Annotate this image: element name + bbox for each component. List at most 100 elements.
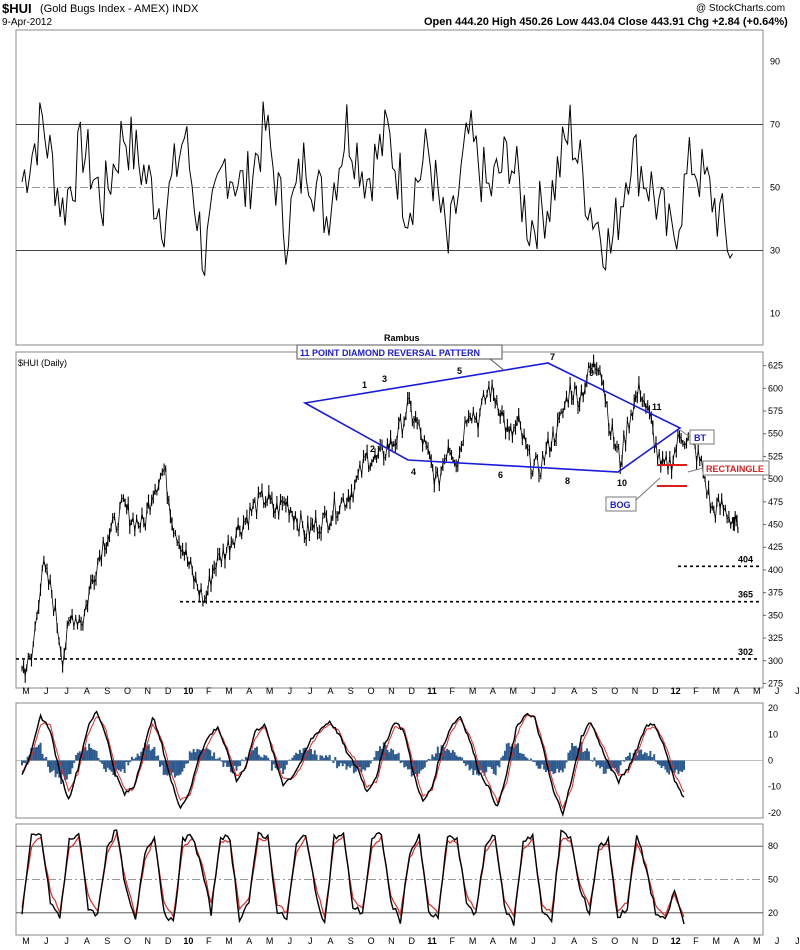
x-axis-label-bottom: M [753, 936, 761, 946]
sto-line [21, 829, 685, 926]
x-axis-label-bottom: A [571, 936, 577, 946]
macd-tick-label: 10 [768, 729, 778, 739]
pattern-point-5: 5 [457, 366, 462, 376]
rsi-line [21, 101, 733, 276]
x-axis-label-mid: N [632, 686, 639, 696]
x-axis-label-mid: S [104, 686, 110, 696]
pattern-point-3: 3 [382, 374, 387, 384]
exchange-label: INDX [172, 3, 199, 15]
x-axis-label-mid: N [388, 686, 395, 696]
x-axis-label-bottom: J [308, 936, 313, 946]
x-axis-label-mid: M [225, 686, 233, 696]
x-axis-label-bottom: F [450, 936, 456, 946]
price-tick-label: 325 [768, 633, 783, 643]
support-label-302: 302 [738, 647, 753, 657]
bt-label: BT [694, 433, 706, 443]
x-axis-label-mid: A [490, 686, 496, 696]
diamond-pattern [302, 362, 682, 473]
x-axis-label-bottom: 11 [427, 936, 437, 946]
stockcharts-brand: @ StockCharts.com [696, 3, 786, 14]
x-axis-label-mid: D [652, 686, 659, 696]
price-tick-label: 275 [768, 678, 783, 688]
x-axis-label-mid: M [753, 686, 761, 696]
price-tick-label: 375 [768, 588, 783, 598]
price-tick-label: 400 [768, 565, 783, 575]
sto-tick-label: 20 [768, 908, 778, 918]
x-axis-label-bottom: O [611, 936, 618, 946]
x-axis-label-bottom: M [469, 936, 477, 946]
x-axis-label-bottom: J [44, 936, 49, 946]
x-axis-label-mid: F [206, 686, 212, 696]
x-axis-label-mid: 12 [671, 686, 681, 696]
x-axis-label-mid: 10 [183, 686, 193, 696]
x-axis-label-bottom: J [552, 936, 557, 946]
x-axis-label-bottom: F [206, 936, 212, 946]
chart-date: 9-Apr-2012 [2, 17, 53, 28]
x-axis-label-bottom: 10 [183, 936, 193, 946]
price-tick-label: 450 [768, 520, 783, 530]
x-axis-label-bottom: F [693, 936, 699, 946]
x-axis-label-bottom: J [64, 936, 69, 946]
pattern-name-label: 11 POINT DIAMOND REVERSAL PATTERN [300, 348, 480, 358]
price-tick-label: 525 [768, 451, 783, 461]
pattern-point-7: 7 [550, 352, 555, 362]
rsi-tick-label: 70 [770, 120, 780, 130]
x-axis-label-bottom: J [531, 936, 536, 946]
x-axis-label-bottom: J [288, 936, 293, 946]
x-axis-label-bottom: A [246, 936, 252, 946]
x-axis-label-mid: F [693, 686, 699, 696]
macd-tick-label: -10 [768, 782, 781, 792]
rsi-tick-label: 50 [770, 183, 780, 193]
x-axis-label-mid: J [531, 686, 536, 696]
x-axis-label-mid: M [509, 686, 517, 696]
x-axis-label-mid: M [712, 686, 720, 696]
x-axis-label-mid: O [611, 686, 618, 696]
x-axis-label-bottom: D [165, 936, 172, 946]
price-tick-label: 600 [768, 383, 783, 393]
pattern-point-9: 9 [589, 368, 594, 378]
x-axis-label-bottom: N [388, 936, 395, 946]
pattern-point-4: 4 [411, 467, 416, 477]
x-axis-label-mid: J [775, 686, 780, 696]
pattern-point-1: 1 [362, 380, 367, 390]
x-axis-label-mid: J [552, 686, 557, 696]
sto-tick-label: 50 [768, 875, 778, 885]
x-axis-label-bottom: M [266, 936, 274, 946]
pattern-name-box [296, 344, 503, 360]
price-tick-label: 425 [768, 542, 783, 552]
x-axis-label-bottom: A [490, 936, 496, 946]
x-axis-label-bottom: D [408, 936, 415, 946]
price-tick-label: 575 [768, 406, 783, 416]
pattern-point-2: 2 [370, 444, 375, 454]
index-name: (Gold Bugs Index - AMEX) [40, 3, 169, 15]
price-tick-label: 500 [768, 474, 783, 484]
macd-tick-label: 0 [768, 756, 773, 766]
x-axis-label-mid: A [571, 686, 577, 696]
rsi-tick-label: 10 [770, 309, 780, 319]
x-axis-label-mid: N [145, 686, 152, 696]
x-axis-label-bottom: N [632, 936, 639, 946]
x-axis-label-mid: M [469, 686, 477, 696]
bog-label: BOG [610, 500, 631, 510]
rectangle-pointer [687, 467, 704, 473]
sto-tick-label: 80 [768, 841, 778, 851]
x-axis-label-mid: A [246, 686, 252, 696]
rsi-tick-label: 30 [770, 246, 780, 256]
x-axis-label-mid: A [733, 686, 739, 696]
macd-line [21, 710, 685, 818]
rsi-tick-label: 90 [770, 57, 780, 67]
x-axis-label-mid: J [308, 686, 313, 696]
x-axis-label-bottom: M [22, 936, 30, 946]
x-axis-label-bottom: O [368, 936, 375, 946]
x-axis-label-bottom: S [591, 936, 597, 946]
price-tick-label: 475 [768, 497, 783, 507]
pattern-point-11: 11 [652, 402, 662, 412]
x-axis-label-mid: S [348, 686, 354, 696]
x-axis-label-bottom: D [652, 936, 659, 946]
price-line [21, 360, 739, 676]
x-axis-label-mid: O [124, 686, 131, 696]
x-axis-label-bottom: M [225, 936, 233, 946]
x-axis-label-mid: M [22, 686, 30, 696]
macd-tick-label: 20 [768, 703, 778, 713]
price-tick-label: 300 [768, 656, 783, 666]
